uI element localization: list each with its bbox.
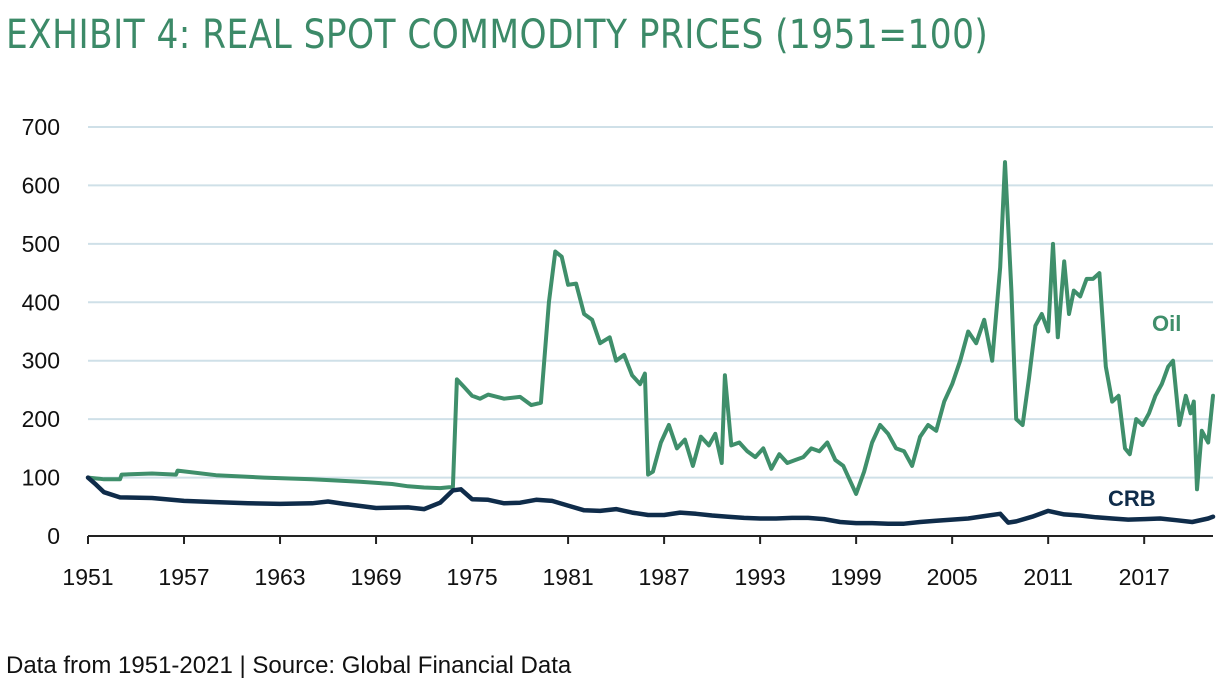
series-line-crb bbox=[85, 475, 1216, 526]
y-tick-label: 400 bbox=[22, 289, 60, 315]
x-tick-label: 1969 bbox=[350, 564, 401, 590]
y-tick-label: 100 bbox=[22, 465, 60, 491]
x-tick-label: 1981 bbox=[542, 564, 593, 590]
y-tick-label: 600 bbox=[22, 172, 60, 198]
x-tick-label: 2005 bbox=[927, 564, 978, 590]
x-tick-label: 1993 bbox=[735, 564, 786, 590]
chart-title: EXHIBIT 4: REAL SPOT COMMODITY PRICES (1… bbox=[6, 12, 989, 58]
x-tick-label: 1987 bbox=[639, 564, 690, 590]
y-tick-label: 700 bbox=[22, 114, 60, 140]
x-tick-label: 2011 bbox=[1023, 564, 1072, 590]
x-tick-label: 1957 bbox=[158, 564, 209, 590]
x-tick-label: 2017 bbox=[1119, 564, 1170, 590]
source-footnote: Data from 1951-2021 | Source: Global Fin… bbox=[6, 652, 572, 679]
x-tick-label: 1999 bbox=[831, 564, 882, 590]
y-tick-label: 200 bbox=[22, 406, 60, 432]
y-tick-label: 500 bbox=[22, 231, 60, 257]
y-tick-label: 0 bbox=[47, 523, 60, 549]
y-tick-label: 300 bbox=[22, 348, 60, 374]
series-label-crb: CRB bbox=[1108, 486, 1156, 511]
series-line-oil bbox=[86, 160, 1215, 496]
x-tick-label: 1951 bbox=[62, 564, 113, 590]
x-tick-label: 1963 bbox=[254, 564, 305, 590]
x-tick-label: 1975 bbox=[446, 564, 497, 590]
series-label-oil: Oil bbox=[1152, 311, 1181, 336]
